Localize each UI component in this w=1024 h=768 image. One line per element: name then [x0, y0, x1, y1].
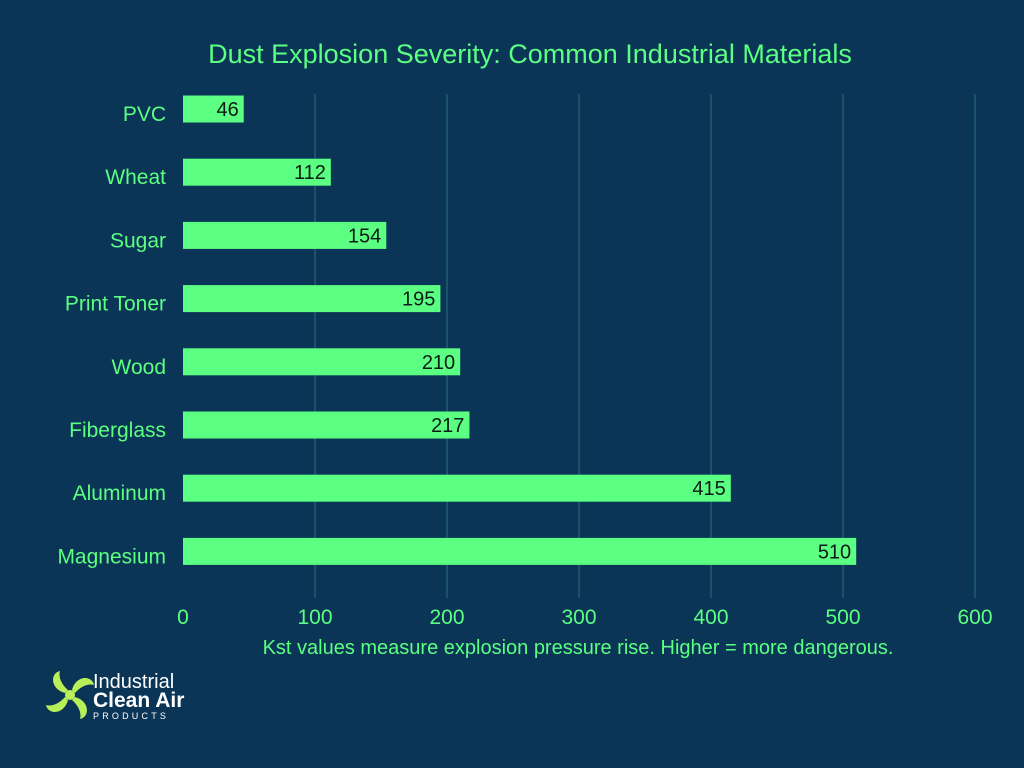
data-label: 195 [402, 289, 435, 311]
x-tick-label: 300 [561, 606, 596, 629]
bar-pvc [183, 95, 244, 123]
logo-line-2: Clean Air [93, 689, 184, 712]
bar-wood [183, 348, 461, 376]
bar-print-toner [183, 285, 441, 313]
logo-line-1: Industrial [93, 671, 174, 693]
category-label: PVC [123, 103, 166, 126]
data-label: 217 [431, 415, 464, 437]
chart-note: Kst values measure explosion pressure ri… [263, 637, 894, 659]
bar-fiberglass [183, 411, 470, 439]
category-label: Print Toner [65, 293, 166, 316]
data-label: 46 [216, 99, 238, 121]
data-labels: 46 112 154 195 210 217 415 510 [216, 99, 851, 563]
x-tick-label: 600 [957, 606, 992, 629]
data-label: 154 [348, 225, 381, 247]
x-tick-label: 400 [693, 606, 728, 629]
bar-aluminum [183, 474, 731, 502]
x-tick-label: 200 [429, 606, 464, 629]
category-label: Wheat [105, 166, 166, 189]
bar-sugar [183, 221, 387, 249]
x-tick-label: 100 [297, 606, 332, 629]
x-tick-labels: 0 100 200 300 400 500 600 [177, 606, 992, 629]
category-label: Wood [112, 356, 166, 379]
category-label: Aluminum [73, 482, 166, 505]
bars [183, 95, 857, 565]
chart-title: Dust Explosion Severity: Common Industri… [208, 39, 852, 69]
x-tick-label: 500 [825, 606, 860, 629]
bar-wheat [183, 158, 331, 186]
gridlines [314, 94, 976, 598]
category-label: Magnesium [57, 545, 166, 568]
category-label: Fiberglass [69, 419, 166, 442]
data-label: 210 [422, 352, 455, 374]
category-labels: PVC Wheat Sugar Print Toner Wood Fiberglass Al… [57, 103, 166, 568]
bar-magnesium [183, 537, 857, 565]
x-tick-label: 0 [177, 606, 189, 629]
data-label: 112 [294, 162, 326, 184]
data-label: 415 [692, 478, 725, 500]
logo-line-3: PRODUCTS [93, 711, 169, 721]
data-label: 510 [818, 541, 851, 563]
fan-icon [46, 671, 94, 719]
company-logo: Industrial Clean Air PRODUCTS [46, 671, 184, 721]
category-label: Sugar [110, 229, 166, 252]
